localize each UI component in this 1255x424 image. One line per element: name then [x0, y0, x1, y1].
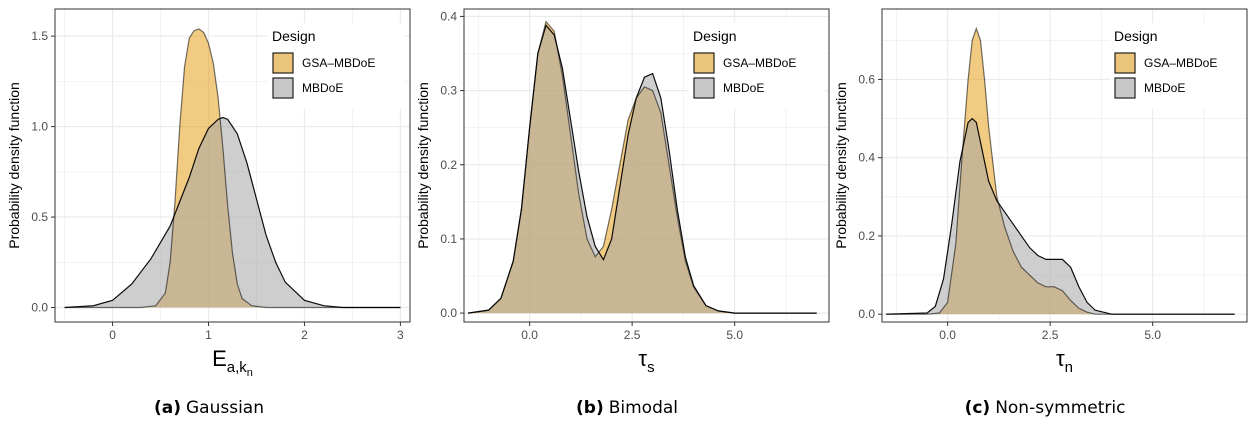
density-chart-gaussian: 0 1 2 3 0.0 0.5 1.0 1.5 Probability density func…	[6, 8, 411, 379]
density-area-mbdoe	[468, 25, 817, 314]
panel-non-symmetric: 0.0 2.5 5.0 0.0 0.2 0.4 0.6 Probability density…	[836, 0, 1254, 424]
x-tick-label: 0.0	[521, 328, 538, 342]
legend-entry-label: MBDoE	[1144, 81, 1185, 95]
legend-title: Design	[272, 28, 316, 44]
legend-key-swatch	[272, 52, 294, 74]
y-axis-label: Probability density function	[6, 82, 22, 249]
x-axis-label: τs	[638, 346, 654, 376]
density-line-mbdoe	[886, 117, 1235, 315]
x-tick-label: 1	[205, 328, 212, 342]
x-tick-label: 5.0	[1144, 328, 1161, 342]
density-area-mbdoe	[64, 117, 401, 308]
caption-label: (b)	[576, 398, 604, 418]
x-axis-label: Ea,kn	[212, 346, 253, 379]
x-tick-label: 2.5	[1042, 328, 1059, 342]
caption-text: Gaussian	[186, 398, 264, 418]
y-axis-label: Probability density function	[836, 82, 849, 249]
legend-entry-label: GSA–MBDoE	[1144, 56, 1217, 70]
x-tick-label: 2	[301, 328, 308, 342]
x-tick-label: 3	[397, 328, 404, 342]
x-tick-label: 5.0	[726, 328, 743, 342]
y-tick-label: 0.2	[440, 158, 457, 172]
legend-title: Design	[1114, 28, 1158, 44]
y-tick-label: 0.2	[858, 229, 875, 243]
y-tick-label: 0.0	[858, 307, 875, 321]
legend: Design GSA–MBDoE MBDoE	[268, 23, 404, 109]
x-tick-label: 0	[109, 328, 116, 342]
legend: Design GSA–MBDoE MBDoE	[1110, 23, 1246, 109]
caption-non-symmetric: (c) Non-symmetric	[836, 398, 1254, 418]
caption-text: Bimodal	[608, 398, 678, 418]
plot-border	[463, 8, 830, 323]
panel-bimodal: 0.0 2.5 5.0 0.0 0.1 0.2 0.3 0.4 Probability dens…	[418, 0, 836, 424]
caption-gaussian: (a) Gaussian	[0, 398, 418, 418]
density-line-mbdoe	[64, 116, 401, 309]
caption-text: Non-symmetric	[995, 398, 1126, 418]
y-tick-label: 0.5	[31, 210, 48, 224]
legend-entry-label: GSA–MBDoE	[723, 56, 796, 70]
density-line-gsa-mbdoe	[886, 26, 1235, 315]
y-tick-label: 0.0	[440, 306, 457, 320]
caption-label: (a)	[153, 398, 181, 418]
density-chart-non-symmetric: 0.0 2.5 5.0 0.0 0.2 0.4 0.6 Probability density…	[836, 8, 1248, 376]
legend-key-swatch	[272, 77, 294, 99]
y-tick-label: 0.4	[858, 151, 875, 165]
legend-entry-label: MBDoE	[302, 81, 343, 95]
legend-key-swatch	[693, 77, 715, 99]
legend-key-swatch	[693, 52, 715, 74]
caption-label: (c)	[964, 398, 991, 418]
panel-gaussian: 0 1 2 3 0.0 0.5 1.0 1.5 Probability density func…	[0, 0, 418, 424]
y-tick-label: 1.5	[31, 29, 48, 43]
plot-border	[881, 8, 1248, 323]
y-axis-label: Probability density function	[418, 82, 431, 249]
y-tick-label: 1.0	[31, 120, 48, 134]
y-tick-label: 0.3	[440, 84, 457, 98]
y-tick-label: 0.1	[440, 232, 457, 246]
y-tick-label: 0.6	[858, 72, 875, 86]
x-axis-label: τn	[1056, 346, 1073, 376]
density-line-mbdoe	[468, 24, 817, 314]
density-area-mbdoe	[886, 118, 1235, 315]
legend-entry-label: MBDoE	[723, 81, 764, 95]
plot-border	[54, 8, 411, 323]
y-tick-label: 0.4	[440, 9, 457, 23]
legend-title: Design	[693, 28, 737, 44]
x-tick-label: 2.5	[624, 328, 641, 342]
density-chart-bimodal: 0.0 2.5 5.0 0.0 0.1 0.2 0.3 0.4 Probability dens…	[418, 8, 830, 376]
legend-key-swatch	[1114, 52, 1136, 74]
y-tick-label: 0.0	[31, 301, 48, 315]
legend-key-swatch	[1114, 77, 1136, 99]
legend-entry-label: GSA–MBDoE	[302, 56, 375, 70]
legend: Design GSA–MBDoE MBDoE	[689, 23, 825, 109]
x-tick-label: 0.0	[939, 328, 956, 342]
density-line-gsa-mbdoe	[64, 28, 401, 309]
caption-bimodal: (b) Bimodal	[418, 398, 836, 418]
